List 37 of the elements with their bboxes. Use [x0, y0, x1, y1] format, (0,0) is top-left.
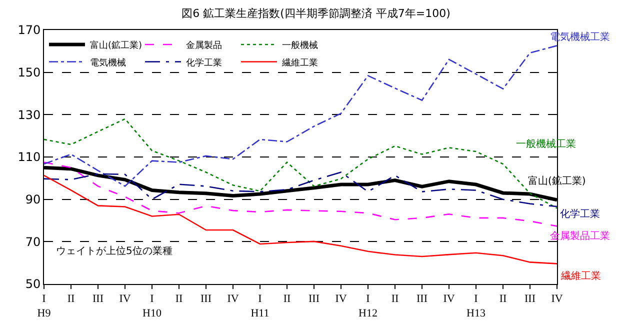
x-tick-label: II — [67, 293, 75, 306]
y-tick-label: 70 — [25, 234, 41, 249]
annotation: ウェイトが上位5位の業種 — [56, 245, 172, 257]
x-tick-label: II — [499, 293, 507, 306]
x-tick-label: I H12 — [358, 293, 378, 320]
y-tick-label: 170 — [18, 23, 41, 38]
legend-label: 化学工業 — [186, 57, 222, 68]
y-tick-label: 150 — [18, 66, 41, 80]
text: 繊維工業 — [560, 270, 601, 282]
x-tick-label: IV — [551, 293, 563, 306]
chart-title: 図6 鉱工業生産指数(四半期季節調整済 平成7年=100) — [182, 7, 450, 20]
x-tick-label: III — [524, 293, 536, 306]
x-tick-label: II — [391, 293, 399, 306]
x-tick-label: III — [200, 293, 212, 306]
x-tick-label: I H13 — [466, 293, 486, 320]
x-tick-label: III — [308, 293, 320, 306]
y-tick-label: 110 — [18, 150, 41, 164]
x-tick-label: II — [283, 293, 291, 306]
x-tick-label: II — [175, 293, 183, 306]
x-tick-label: III — [92, 293, 104, 306]
x-tick-label: IV — [335, 293, 347, 306]
legend-label: 電気機械 — [90, 57, 126, 68]
y-tick-label: 130 — [18, 108, 41, 122]
x-tick-label: I H11 — [250, 293, 270, 320]
legend-label: 富山(鉱工業) — [90, 40, 142, 52]
legend-label: 繊維工業 — [281, 57, 318, 68]
x-tick-label: III — [416, 293, 428, 306]
y-tick-label: 90 — [25, 192, 41, 207]
legend-label: 一般機械 — [282, 40, 318, 52]
x-tick-label: I H9 — [37, 293, 52, 320]
x-tick-label: I H10 — [142, 293, 162, 320]
text: 化学工業 — [560, 208, 600, 220]
legend-label: 金属製品 — [186, 40, 222, 52]
x-tick-label: IV — [119, 293, 131, 306]
y-tick-label: 50 — [25, 277, 41, 292]
x-tick-label: IV — [227, 293, 239, 306]
x-tick-label: IV — [443, 293, 455, 306]
